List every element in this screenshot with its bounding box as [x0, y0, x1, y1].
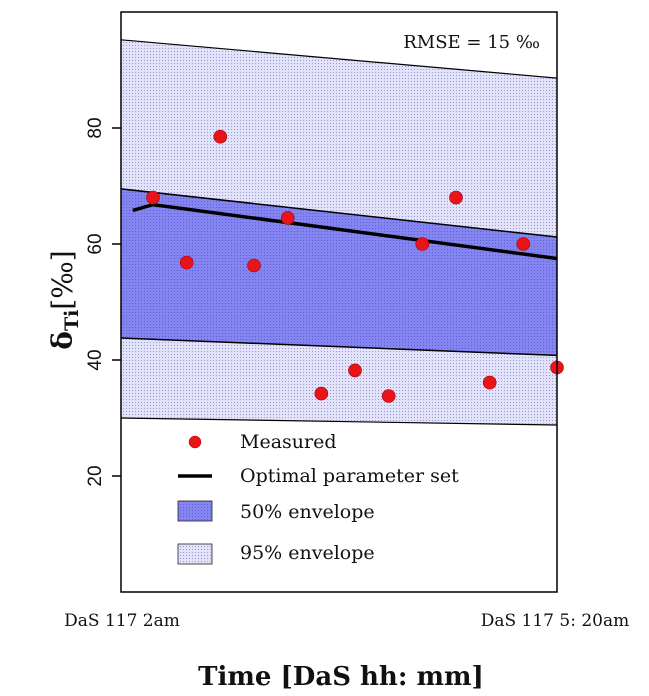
envelope-95-lower-edge — [121, 417, 557, 426]
x-tick-label-1: DaS 117 5: 20am — [481, 611, 630, 631]
y-axis-label: δTi[‰] — [46, 250, 83, 349]
envelope-bands — [121, 39, 557, 426]
legend-50-label: 50% envelope — [240, 501, 375, 523]
legend-measured-marker — [188, 435, 202, 449]
measured-point-5 — [314, 386, 329, 401]
measured-point-7 — [381, 389, 396, 403]
measured-point-8 — [415, 237, 430, 251]
y-tick-label-40: 40 — [85, 349, 106, 370]
y-tick-label-20: 20 — [85, 465, 106, 486]
y-label-unit: [‰] — [46, 250, 79, 309]
measured-point-0 — [146, 190, 160, 205]
x-axis-label: Time [DaS hh: mm] — [198, 662, 484, 692]
y-label-symbol: δ — [46, 331, 79, 350]
measured-point-3 — [247, 258, 261, 273]
y-label-subscript: Ti — [61, 310, 83, 331]
y-axis: 20 40 60 80 — [85, 117, 121, 487]
envelope-95-upper-edge — [121, 39, 557, 79]
legend-50-swatch — [177, 500, 213, 522]
measured-point-9 — [449, 190, 463, 205]
y-tick-label-80: 80 — [85, 117, 106, 138]
plot-frame — [120, 11, 558, 593]
rmse-annotation: RMSE = 15 ‰ — [403, 32, 540, 53]
measured-point-4 — [280, 211, 295, 225]
measured-point-6 — [348, 363, 362, 378]
x-axis: DaS 117 2am DaS 117 5: 20am — [64, 611, 629, 631]
envelope-50-upper-edge — [121, 188, 557, 238]
envelope-50-lower-edge — [121, 337, 557, 357]
measured-point-10 — [482, 375, 497, 390]
y-tick-label-60: 60 — [85, 233, 106, 254]
legend-95-label: 95% envelope — [240, 542, 375, 564]
legend: Measured Optimal parameter set 50% envel… — [177, 431, 459, 565]
svg-text:δTi[‰]: δTi[‰] — [46, 250, 83, 349]
x-tick-label-0: DaS 117 2am — [64, 611, 180, 631]
measured-points — [146, 129, 564, 403]
measured-point-11 — [516, 237, 531, 251]
legend-95-swatch — [177, 543, 213, 565]
legend-measured-label: Measured — [240, 431, 337, 453]
measured-point-1 — [179, 255, 194, 270]
legend-optimal-label: Optimal parameter set — [240, 465, 459, 487]
measured-point-2 — [213, 129, 228, 144]
envelope-50-band — [121, 188, 557, 356]
